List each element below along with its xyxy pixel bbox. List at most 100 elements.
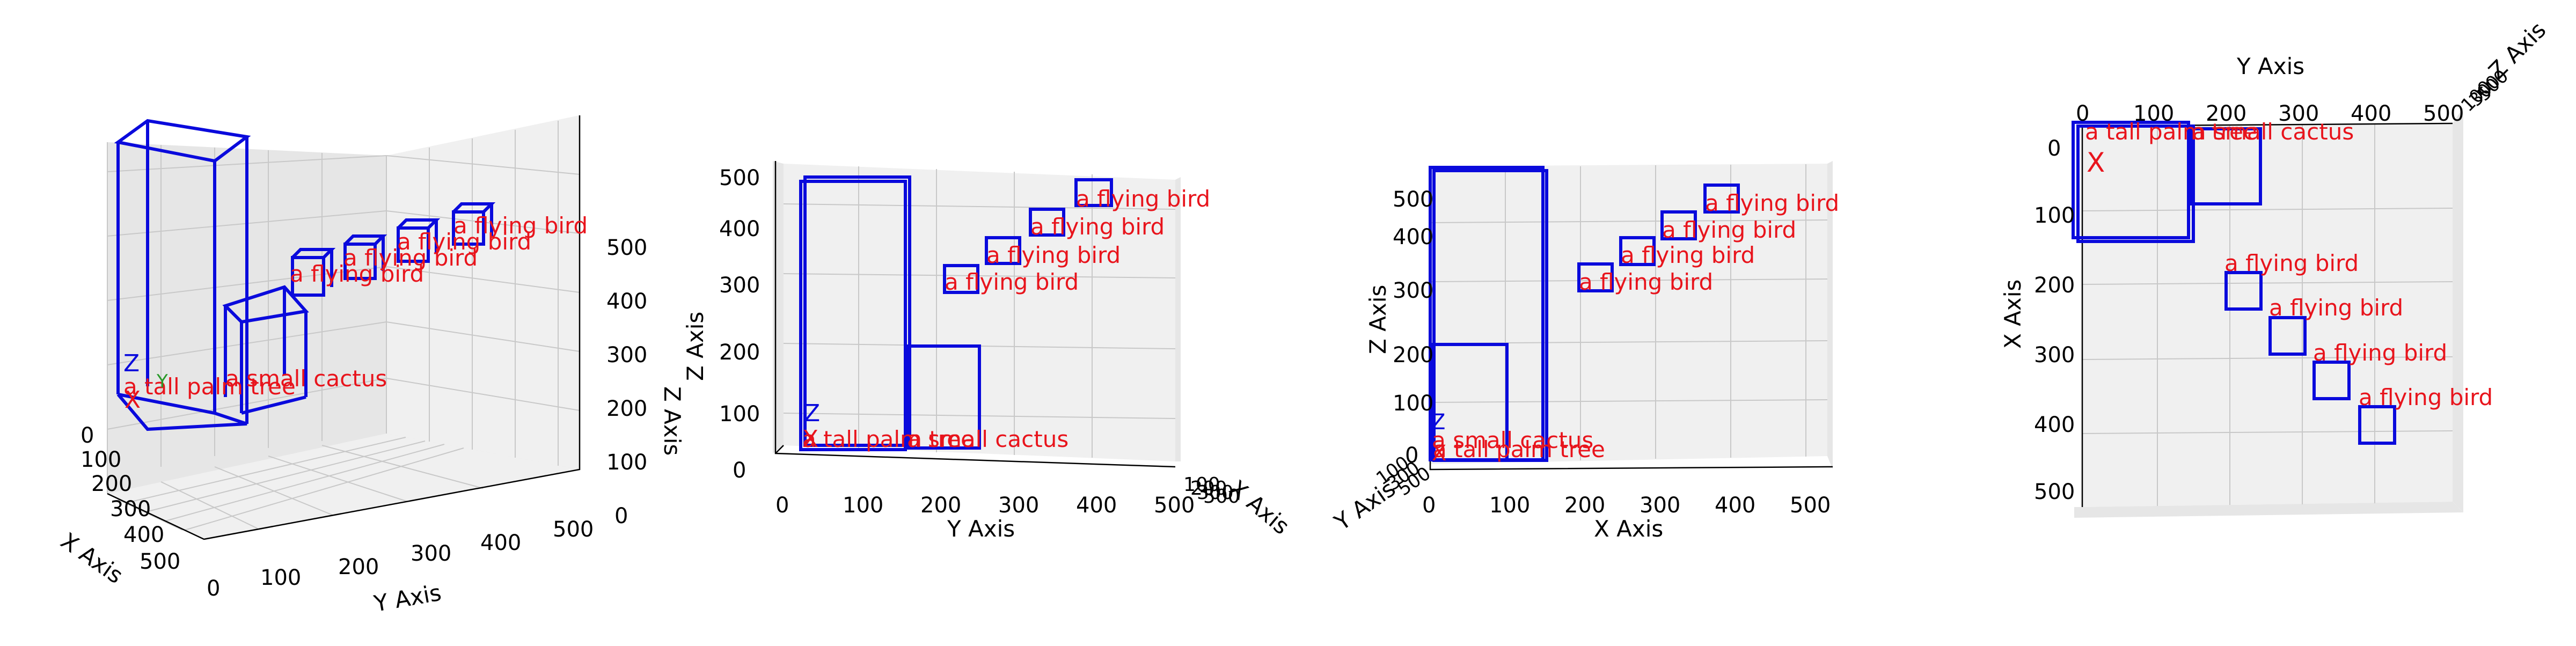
z-tick: 0 (614, 504, 628, 528)
pane-back (1430, 164, 1827, 464)
z-tick: 100 (719, 402, 760, 427)
y-ticks: 0 100 200 300 400 500 (775, 493, 1195, 518)
label-palm-tree: a tall palm tree (1433, 436, 1605, 463)
x-ticks: 0 100 200 300 400 500 (80, 423, 180, 574)
label-bird: a flying bird (343, 245, 478, 271)
pane-bottom (2074, 502, 2463, 518)
label-palm-tree: a tall palm tree (802, 426, 975, 452)
z-tick: 300 (719, 273, 760, 298)
x-tick: 0 (2047, 136, 2061, 161)
y-tick: 300 (2278, 101, 2319, 126)
z-tick: 200 (719, 340, 760, 365)
x-tick: 100 (80, 447, 121, 472)
origin-x-mark: X (2087, 147, 2105, 178)
y-tick: 500 (2423, 101, 2464, 126)
x-axis-label: X Axis (56, 527, 128, 589)
label-palm-tree: a tall palm tree (2085, 119, 2257, 145)
box-bird (1074, 178, 1113, 207)
label-bird: a flying bird (453, 212, 588, 239)
scene-boxes-perspective (114, 119, 496, 431)
x-tick: 300 (110, 497, 151, 522)
label-bird: a flying bird (1076, 186, 1210, 212)
label-bird: a flying bird (1705, 190, 1839, 216)
origin-x-mark: X (1432, 441, 1446, 466)
panel-front: a tall palm tree a small cactus a flying… (682, 161, 1294, 542)
box-bird (397, 226, 430, 263)
box-palm-tree (2076, 124, 2195, 243)
z-axis-label: Z Axis (682, 312, 708, 381)
x-tick: 300 (2034, 343, 2075, 368)
z-tick: 500 (606, 236, 647, 260)
x-tick: 0 (80, 423, 94, 448)
y-tick: 200 (920, 493, 961, 518)
z-tick: 400 (1393, 225, 1433, 249)
pane-side (1827, 161, 1833, 469)
label-bird: a flying bird (986, 242, 1121, 268)
box-bird-top (291, 248, 336, 259)
pane-side (773, 161, 784, 453)
y-tick: 200 (338, 555, 379, 579)
scene-boxes-top (2072, 121, 2396, 445)
x-axis-label: X Axis (2000, 280, 2026, 349)
x-tick: 100 (2034, 203, 2075, 228)
label-bird: a flying bird (1662, 217, 1796, 243)
origin-z-mark: Z (123, 350, 140, 377)
z-tick: 100 (606, 450, 647, 475)
x-tick: 200 (2034, 273, 2075, 298)
box-bird (1619, 236, 1656, 266)
panel-side: a tall palm tree a small cactus a flying… (1329, 161, 1839, 542)
y-tick: 0 (775, 493, 789, 518)
axes-spine (107, 115, 581, 540)
y-tick: 0 (2076, 101, 2089, 126)
box-bird (985, 236, 1021, 265)
box-cactus (1430, 343, 1509, 461)
z-tick: 500 (1393, 187, 1433, 212)
box-bird-top (343, 234, 387, 246)
box-palm-tree (803, 175, 911, 447)
box-palm-tree (2072, 121, 2190, 239)
label-bird: a flying bird (1579, 269, 1713, 295)
x-tick: 0 (1422, 493, 1436, 518)
z-tick: 300 (1393, 278, 1433, 303)
y-axis-label: Y Axis (2236, 53, 2304, 79)
depth-axis-label: Z Axis (2483, 17, 2551, 84)
x-tick: 400 (1715, 493, 1755, 518)
x-ticks: 0 100 200 300 400 500 (2034, 136, 2075, 504)
panel-perspective: a tall palm tree a small cactus a flying… (56, 115, 685, 617)
label-bird: a flying bird (945, 269, 1079, 295)
y-axis-label: Y Axis (371, 579, 443, 617)
z-tick: 400 (606, 289, 647, 314)
z-tick: 0 (1405, 443, 1418, 468)
x-tick: 200 (91, 472, 132, 496)
label-bird: a flying bird (2359, 384, 2493, 410)
grid (2082, 124, 2453, 506)
box-cactus-bottom (241, 395, 306, 415)
x-tick: 300 (1640, 493, 1680, 518)
pane-back (784, 164, 1175, 461)
label-palm-tree: a tall palm tree (123, 373, 296, 400)
y-tick: 100 (260, 566, 301, 590)
x-ticks: 0 100 200 300 400 500 (1422, 493, 1831, 518)
box-bird (2224, 271, 2263, 311)
z-tick: 500 (719, 166, 760, 190)
depth-tick: 100 (1183, 474, 1220, 496)
y-tick: 400 (480, 531, 521, 555)
scene-boxes-front (799, 175, 1113, 451)
z-tick: 200 (1393, 343, 1433, 368)
origin-z-mark: Z (1431, 410, 1445, 435)
box-cactus (905, 344, 981, 450)
z-ticks: 0 100 200 300 400 500 (606, 236, 647, 528)
y-tick: 500 (553, 517, 594, 542)
box-bird (943, 264, 979, 294)
origin-x-mark: X (125, 386, 141, 414)
pane-side (2453, 107, 2463, 512)
y-tick: 300 (411, 541, 451, 566)
y-ticks: 0 100 200 300 400 500 (207, 517, 594, 601)
label-bird: a flying bird (397, 229, 531, 255)
x-tick: 200 (1564, 493, 1605, 518)
origin-z-mark: Z (804, 400, 820, 427)
z-axis-label: Z Axis (659, 386, 685, 456)
label-cactus: a small cactus (1432, 427, 1593, 453)
depth-tick: 200 (1190, 478, 1227, 500)
